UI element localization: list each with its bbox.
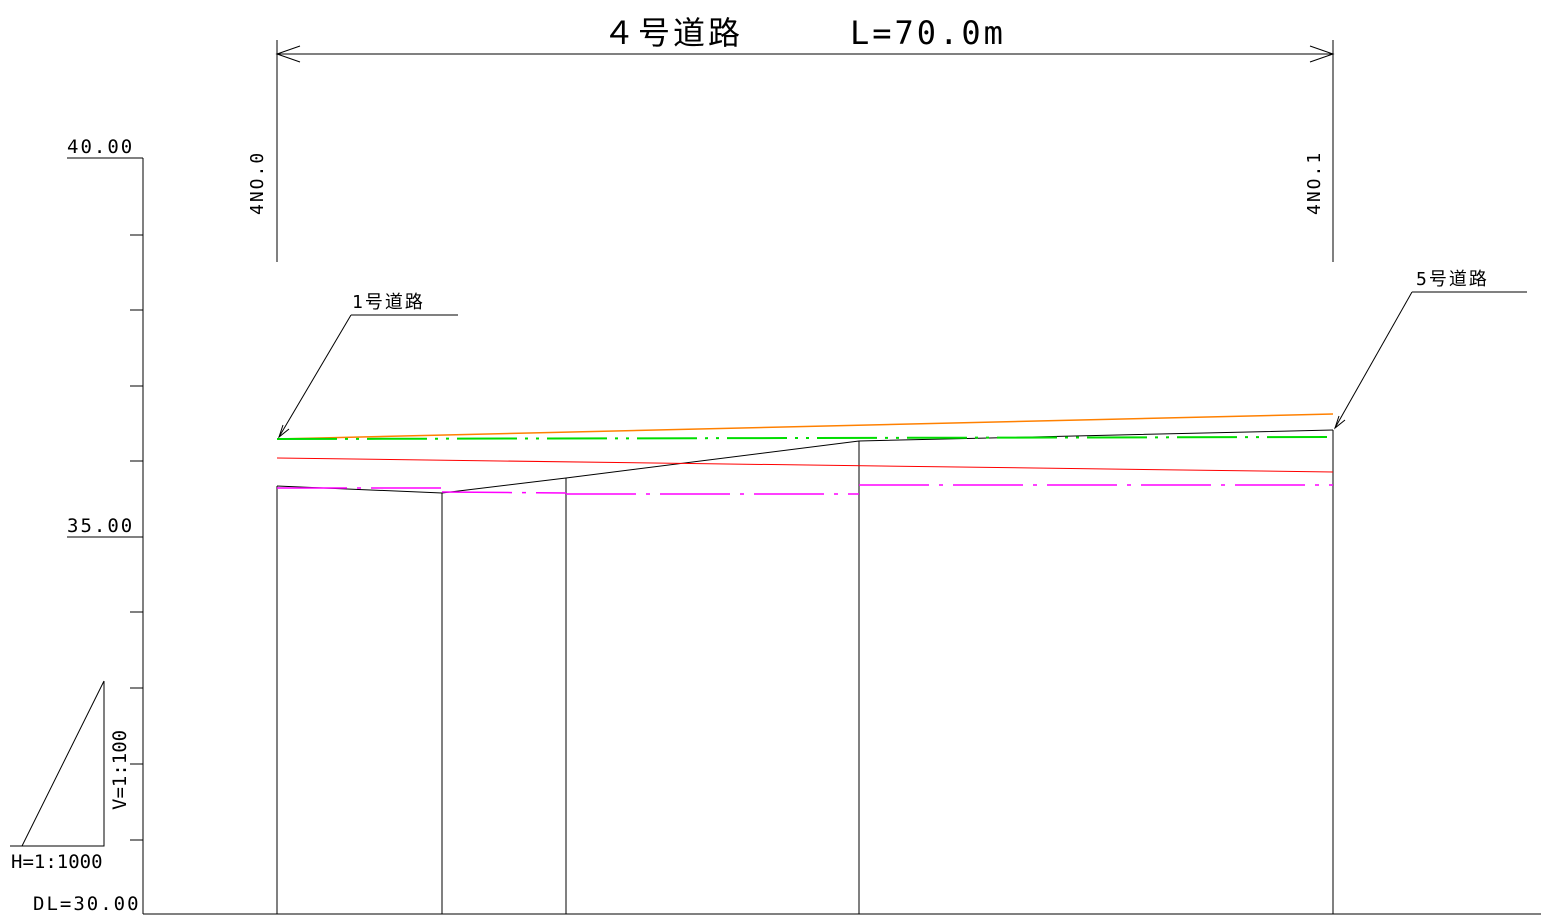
vertical-scale-label: V=1:100	[109, 730, 131, 810]
horizontal-scale-label: H=1:1000	[11, 851, 103, 873]
axis-label-35: 35.00	[67, 515, 134, 537]
red-line	[276, 457, 1334, 473]
station-start-label: 4NO.0	[247, 151, 268, 215]
junction-leader-end	[1333, 291, 1527, 430]
elevation-axis	[67, 157, 144, 914]
road-title: ４号道路	[603, 14, 743, 52]
length-dimension-line	[275, 40, 1335, 262]
station-end-label: 4NO.1	[1304, 151, 1325, 215]
green-dashdot-line	[276, 436, 1334, 440]
section-lines	[276, 430, 1334, 914]
road-length: L=70.0m	[850, 14, 1006, 52]
axis-label-40: 40.00	[67, 136, 134, 158]
junction-label-start: 1号道路	[352, 292, 425, 313]
magenta-dashdot-line	[277, 484, 1333, 495]
datum-label: DL=30.00	[33, 893, 141, 915]
junction-label-end: 5号道路	[1416, 269, 1489, 290]
scale-triangle	[10, 680, 105, 847]
junction-leader-start	[277, 314, 458, 439]
planned-grade-line	[276, 413, 1334, 440]
